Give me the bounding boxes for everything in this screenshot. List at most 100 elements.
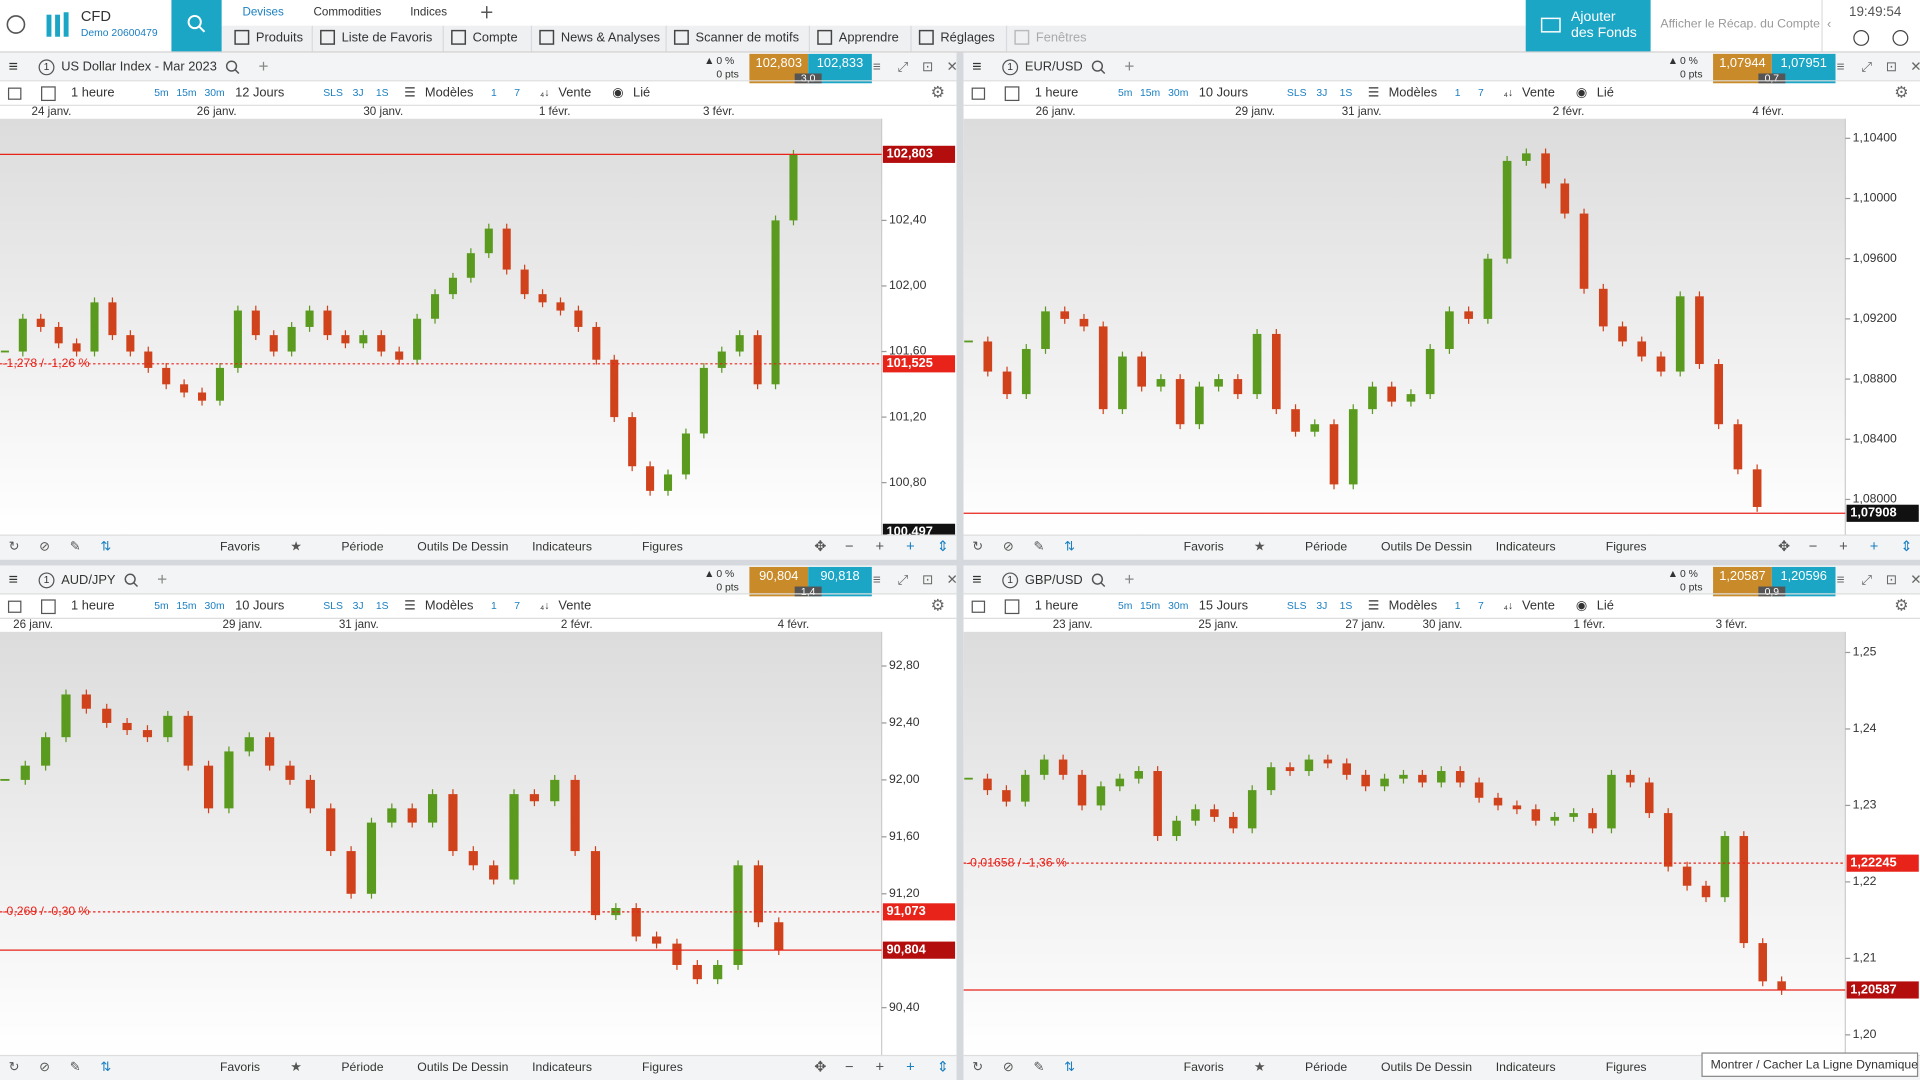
range[interactable]: SLS xyxy=(323,88,343,99)
range[interactable]: SLS xyxy=(323,601,343,612)
sell-mode[interactable]: Vente xyxy=(1522,598,1555,613)
grid-icon[interactable] xyxy=(41,599,56,615)
grid-icon[interactable] xyxy=(41,86,56,102)
tool-icon[interactable]: ✎ xyxy=(70,1059,81,1074)
power-icon[interactable] xyxy=(1892,30,1909,46)
linked[interactable]: Lié xyxy=(1597,84,1614,99)
zoom-icon[interactable]: + xyxy=(906,1060,915,1076)
star-icon[interactable]: ★ xyxy=(290,539,302,554)
tool-tab[interactable]: Figures xyxy=(1606,1060,1647,1074)
layout-icon[interactable] xyxy=(971,87,986,100)
window-control[interactable]: ⤢ xyxy=(898,59,909,74)
count[interactable]: 7 xyxy=(1478,601,1484,612)
interval[interactable]: 5m xyxy=(1118,88,1132,99)
zoom-icon[interactable]: + xyxy=(876,539,885,555)
instrument[interactable]: US Dollar Index - Mar 2023 xyxy=(61,59,217,74)
zoom-icon[interactable]: − xyxy=(1809,539,1818,555)
models[interactable]: Modèles xyxy=(1389,84,1438,99)
window-control[interactable]: ⊡ xyxy=(922,572,933,587)
period[interactable]: 12 Jours xyxy=(235,84,284,99)
linked[interactable]: Lié xyxy=(1597,598,1614,613)
settings-icon[interactable]: ⚙ xyxy=(931,597,945,614)
zoom-icon[interactable]: + xyxy=(876,1060,885,1076)
grid-icon[interactable] xyxy=(1004,86,1020,102)
interval[interactable]: 30m xyxy=(204,88,224,99)
sell-mode[interactable]: Vente xyxy=(558,598,591,613)
star-icon[interactable]: ★ xyxy=(1254,1059,1266,1074)
tool-tab[interactable]: Indicateurs xyxy=(532,1060,592,1074)
tool-icon[interactable]: ↻ xyxy=(972,1059,983,1074)
range[interactable]: 1S xyxy=(1340,601,1353,612)
interval[interactable]: 15m xyxy=(176,601,196,612)
window-control[interactable]: ⤢ xyxy=(1861,572,1872,587)
range[interactable]: 1S xyxy=(376,601,389,612)
tool-tab[interactable]: Figures xyxy=(642,540,683,554)
collapse[interactable]: ‹ xyxy=(1827,16,1831,31)
menu-item[interactable]: Produits xyxy=(256,29,303,44)
star-icon[interactable]: ★ xyxy=(290,1059,302,1074)
range[interactable]: SLS xyxy=(1287,88,1307,99)
count[interactable]: 7 xyxy=(1478,88,1484,99)
window-control[interactable]: ✕ xyxy=(947,59,958,74)
count[interactable]: 1 xyxy=(491,88,497,99)
instrument[interactable]: AUD/JPY xyxy=(61,572,116,587)
window-control[interactable]: ✕ xyxy=(1910,572,1920,587)
menu-item[interactable]: Liste de Favoris xyxy=(342,29,433,44)
tool-icon[interactable]: ⇅ xyxy=(1064,1059,1075,1074)
panel-menu[interactable]: ≡ xyxy=(972,59,981,76)
add-tab[interactable] xyxy=(481,6,493,19)
tool-tab[interactable]: Outils De Dessin xyxy=(1381,540,1472,554)
settings-icon[interactable]: ⚙ xyxy=(1894,84,1908,101)
tool-tab[interactable]: Période xyxy=(341,1060,383,1074)
tool-icon[interactable]: ⊘ xyxy=(39,539,50,554)
tool-icon[interactable]: ✎ xyxy=(1033,1059,1044,1074)
window-control[interactable]: ≡ xyxy=(1837,572,1845,587)
timeframe[interactable]: 1 heure xyxy=(71,84,115,99)
range[interactable]: 3J xyxy=(1316,601,1327,612)
zoom-icon[interactable]: ⇕ xyxy=(1900,539,1912,555)
tool-icon[interactable]: ⇅ xyxy=(1064,539,1075,554)
window-control[interactable]: ⊡ xyxy=(1886,59,1897,74)
add-chart[interactable]: + xyxy=(258,56,268,76)
menu-item[interactable]: News & Analyses xyxy=(561,29,660,44)
tool-tab[interactable]: Période xyxy=(1305,1060,1347,1074)
panel-menu[interactable]: ≡ xyxy=(972,572,981,589)
window-control[interactable]: ≡ xyxy=(873,59,881,74)
layout-icon[interactable] xyxy=(971,600,986,613)
tool-tab[interactable]: Indicateurs xyxy=(1496,540,1556,554)
window-control[interactable]: ⤢ xyxy=(898,572,909,587)
range[interactable]: 3J xyxy=(353,601,364,612)
count[interactable]: 7 xyxy=(514,88,520,99)
interval[interactable]: 5m xyxy=(154,601,168,612)
add-chart[interactable]: + xyxy=(1124,56,1134,76)
models[interactable]: Modèles xyxy=(1389,598,1438,613)
recap[interactable]: Afficher le Récap. du Compte xyxy=(1660,17,1820,31)
tool-tab[interactable]: Favoris xyxy=(1184,540,1224,554)
tool-tab[interactable]: Outils De Dessin xyxy=(1381,1060,1472,1074)
tool-tab[interactable]: Outils De Dessin xyxy=(417,540,508,554)
linked[interactable]: Lié xyxy=(633,84,650,99)
count[interactable]: 1 xyxy=(491,601,497,612)
interval[interactable]: 15m xyxy=(1140,88,1160,99)
tool-icon[interactable]: ↻ xyxy=(9,1059,20,1074)
period[interactable]: 10 Jours xyxy=(1199,84,1248,99)
sell-mode[interactable]: Vente xyxy=(1522,84,1555,99)
window-control[interactable]: ≡ xyxy=(873,572,881,587)
range[interactable]: 3J xyxy=(353,88,364,99)
menu-item[interactable]: Scanner de motifs xyxy=(696,29,800,44)
zoom-icon[interactable]: ✥ xyxy=(1778,539,1790,555)
models[interactable]: Modèles xyxy=(425,84,474,99)
range[interactable]: 3J xyxy=(1316,88,1327,99)
zoom-icon[interactable]: + xyxy=(1870,539,1879,555)
interval[interactable]: 15m xyxy=(176,88,196,99)
count[interactable]: 1 xyxy=(1455,88,1461,99)
zoom-icon[interactable]: ✥ xyxy=(814,1060,826,1076)
tool-icon[interactable]: ⊘ xyxy=(1003,1059,1014,1074)
search-icon[interactable] xyxy=(1091,60,1104,72)
zoom-icon[interactable]: + xyxy=(1839,539,1848,555)
range[interactable]: 1S xyxy=(376,88,389,99)
window-control[interactable]: ✕ xyxy=(947,572,958,587)
window-control[interactable]: ⊡ xyxy=(1886,572,1897,587)
tool-tab[interactable]: Favoris xyxy=(1184,1060,1224,1074)
range[interactable]: SLS xyxy=(1287,601,1307,612)
